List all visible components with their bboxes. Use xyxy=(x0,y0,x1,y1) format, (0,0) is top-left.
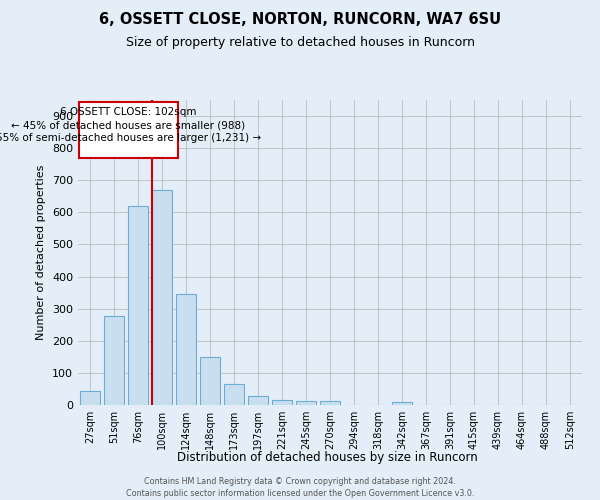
Bar xyxy=(272,400,292,405)
Bar xyxy=(80,391,100,405)
Text: ← 45% of detached houses are smaller (988): ← 45% of detached houses are smaller (98… xyxy=(11,120,245,130)
Text: Size of property relative to detached houses in Runcorn: Size of property relative to detached ho… xyxy=(125,36,475,49)
Bar xyxy=(128,206,148,405)
Text: 6, OSSETT CLOSE, NORTON, RUNCORN, WA7 6SU: 6, OSSETT CLOSE, NORTON, RUNCORN, WA7 6S… xyxy=(99,12,501,28)
Bar xyxy=(392,402,412,405)
Text: 55% of semi-detached houses are larger (1,231) →: 55% of semi-detached houses are larger (… xyxy=(0,133,261,143)
FancyBboxPatch shape xyxy=(79,102,178,158)
Bar xyxy=(248,396,268,405)
Bar xyxy=(152,190,172,405)
Bar xyxy=(200,358,220,405)
Text: Contains HM Land Registry data © Crown copyright and database right 2024.: Contains HM Land Registry data © Crown c… xyxy=(144,477,456,486)
Y-axis label: Number of detached properties: Number of detached properties xyxy=(37,165,46,340)
Bar xyxy=(176,294,196,405)
Bar xyxy=(104,316,124,405)
Bar xyxy=(296,401,316,405)
Text: Contains public sector information licensed under the Open Government Licence v3: Contains public sector information licen… xyxy=(126,488,474,498)
Text: Distribution of detached houses by size in Runcorn: Distribution of detached houses by size … xyxy=(176,451,478,464)
Bar xyxy=(224,384,244,405)
Bar xyxy=(320,402,340,405)
Text: 6 OSSETT CLOSE: 102sqm: 6 OSSETT CLOSE: 102sqm xyxy=(60,107,197,117)
